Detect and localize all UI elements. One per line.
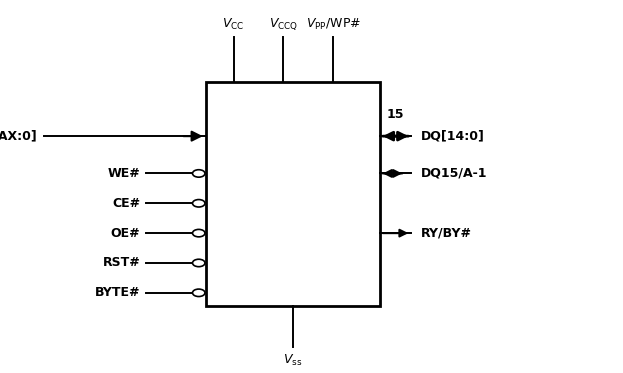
Text: WE#: WE#	[107, 167, 140, 180]
Text: DQ15/A-1: DQ15/A-1	[421, 167, 487, 180]
Text: DQ[14:0]: DQ[14:0]	[421, 130, 485, 142]
Text: 15: 15	[387, 108, 404, 121]
Text: $V_{\mathregular{PP}}$/WP#: $V_{\mathregular{PP}}$/WP#	[306, 17, 361, 32]
Text: $V_{\mathregular{CCQ}}$: $V_{\mathregular{CCQ}}$	[269, 16, 298, 32]
Text: $V_{\mathregular{CC}}$: $V_{\mathregular{CC}}$	[222, 17, 245, 32]
Text: A[MAX:0]: A[MAX:0]	[0, 130, 37, 142]
Bar	[206, 82, 380, 306]
Text: $V_{\mathregular{ss}}$: $V_{\mathregular{ss}}$	[283, 352, 302, 367]
Text: BYTE#: BYTE#	[95, 286, 140, 299]
Text: RY/BY#: RY/BY#	[421, 227, 472, 239]
Text: OE#: OE#	[110, 227, 140, 239]
Text: CE#: CE#	[112, 197, 140, 210]
Text: RST#: RST#	[102, 257, 140, 269]
